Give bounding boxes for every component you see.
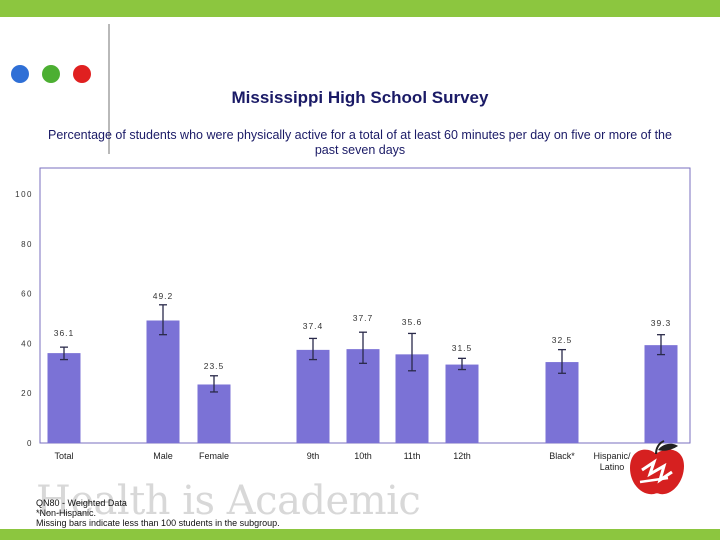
x-tick-label: Hispanic/: [593, 451, 631, 461]
bar: [644, 345, 678, 443]
blue-dot-icon: [11, 65, 29, 83]
data-label: 36.1: [54, 328, 75, 338]
footnote-non-hispanic: *Non-Hispanic.: [36, 508, 97, 518]
x-tick-label: Female: [199, 451, 229, 461]
bar: [296, 349, 330, 443]
x-tick-label: 12th: [453, 451, 471, 461]
page-title: Mississippi High School Survey: [231, 88, 489, 107]
apple-icon: [630, 440, 684, 495]
decorative-divider: [108, 24, 110, 154]
bar: [146, 320, 180, 443]
y-tick-label: 40: [21, 339, 33, 348]
footnotes: QN80 - Weighted Data *Non-Hispanic. Miss…: [36, 498, 280, 528]
green-dot-icon: [42, 65, 60, 83]
y-tick-label: 20: [21, 389, 33, 398]
x-tick-label: Black*: [549, 451, 575, 461]
x-tick-label: Male: [153, 451, 173, 461]
data-label: 35.6: [402, 317, 423, 327]
x-tick-label: Total: [54, 451, 73, 461]
y-tick-label: 60: [21, 290, 33, 299]
data-label: 32.5: [552, 335, 573, 345]
y-tick-label: 0: [27, 439, 33, 448]
data-label: 23.5: [204, 361, 225, 371]
data-label: 49.2: [153, 291, 174, 301]
red-dot-icon: [73, 65, 91, 83]
data-label: 37.4: [303, 321, 324, 331]
top-accent-bar: [0, 0, 720, 17]
bar: [545, 362, 579, 443]
y-tick-label: 80: [21, 240, 33, 249]
chart-subtitle: Percentage of students who were physical…: [48, 128, 672, 157]
x-tick-label: Latino: [600, 462, 625, 472]
x-tick-label: 10th: [354, 451, 372, 461]
footnote-data-source: QN80 - Weighted Data: [36, 498, 127, 508]
footnote-missing-bars: Missing bars indicate less than 100 stud…: [36, 518, 280, 528]
bar: [197, 384, 231, 443]
x-tick-label: 11th: [404, 451, 421, 461]
bar: [346, 349, 380, 443]
x-tick-label: 9th: [307, 451, 320, 461]
y-tick-label: 100: [15, 190, 33, 199]
data-label: 37.7: [353, 313, 374, 323]
data-label: 31.5: [452, 343, 473, 353]
bottom-accent-bar: [0, 529, 720, 540]
watermark-text: Health is Academic: [36, 478, 421, 524]
bar: [445, 364, 479, 443]
bar: [47, 353, 81, 443]
data-label: 39.3: [651, 318, 672, 328]
